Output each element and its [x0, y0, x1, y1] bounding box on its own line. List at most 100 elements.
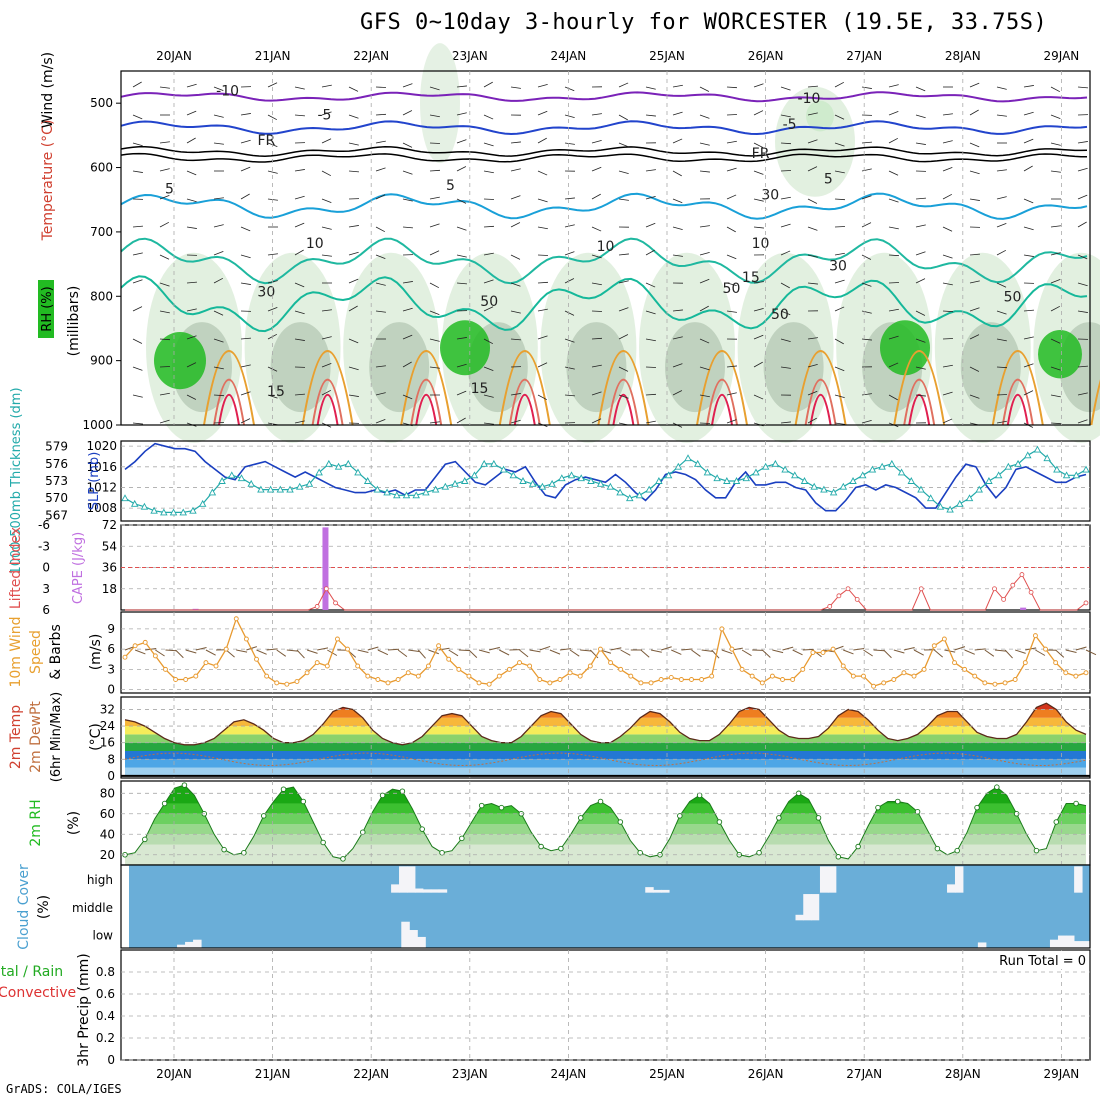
- surface-wind-barb: [802, 648, 814, 651]
- isotherm-label: 5: [446, 178, 455, 194]
- surface-wind-barb: [155, 649, 165, 657]
- wind-barb: [1023, 111, 1034, 116]
- cloud-high-bar: [391, 884, 400, 893]
- upper-frame: [120, 70, 1091, 426]
- wind-barb: [159, 168, 170, 172]
- wind-speed-point: [183, 677, 189, 682]
- wind-barb: [267, 170, 278, 174]
- thickness-point: [994, 471, 1003, 479]
- wind-speed-point: [992, 681, 998, 687]
- wind-barb: [753, 334, 764, 340]
- date-label-top: 28JAN: [945, 49, 981, 63]
- wind-speed-point: [658, 677, 664, 682]
- wind-barb: [564, 197, 575, 200]
- wind-barb: [429, 366, 440, 369]
- wind-barb: [969, 198, 980, 201]
- wind-barb: [429, 282, 440, 289]
- wind-barb: [456, 337, 467, 340]
- wind-barb: [1050, 114, 1061, 119]
- wind-barb: [321, 226, 332, 230]
- rh-point: [815, 815, 822, 821]
- thickness-point: [402, 491, 411, 499]
- precip-legend-convective: Convective: [0, 985, 76, 1001]
- thickness-point: [771, 459, 780, 467]
- wind-barb: [591, 166, 602, 172]
- surface-wind-barb: [478, 649, 490, 654]
- wind-barb: [888, 226, 899, 230]
- wind-barb: [402, 170, 413, 175]
- li-point: [1083, 600, 1089, 606]
- thickness-point: [558, 474, 566, 482]
- wind-barb: [1077, 282, 1088, 287]
- li-axis-label: Lifted Index: [8, 527, 24, 609]
- rh-shade-mid: [665, 322, 725, 413]
- wind-barb: [402, 307, 413, 312]
- rh-point: [577, 815, 584, 821]
- wind-speed-point: [577, 673, 583, 679]
- rh-point: [855, 843, 861, 850]
- rh-point: [1073, 800, 1079, 807]
- wind-barb: [915, 278, 926, 284]
- wind-barb: [483, 366, 494, 371]
- li-point: [992, 586, 997, 592]
- wind-barb: [267, 253, 278, 256]
- wind-barb: [132, 81, 142, 88]
- wind-speed-point: [769, 673, 775, 679]
- wind-barb: [1077, 86, 1088, 89]
- thickness-point: [761, 462, 770, 470]
- isotherm-15: [120, 275, 1088, 333]
- wind-tick: 6: [107, 642, 115, 656]
- wind-speed-point: [982, 680, 988, 686]
- thickness-point: [693, 459, 702, 467]
- wind-barb: [240, 282, 251, 285]
- wind-barb: [780, 366, 791, 369]
- thickness-tick: 570: [45, 491, 68, 505]
- wind-speed-point: [739, 666, 745, 672]
- surface-wind-barb: [225, 649, 235, 658]
- thickness-point: [577, 474, 585, 482]
- wind-barb: [969, 334, 980, 340]
- thickness-point: [781, 465, 789, 473]
- wind-barb: [1077, 365, 1088, 368]
- wind10m-axis-label-b: Speed: [28, 630, 44, 674]
- surface-wind-barb: [529, 649, 541, 653]
- wind-barb: [483, 170, 494, 174]
- wind-barb: [942, 254, 953, 259]
- wind-barb: [294, 393, 305, 396]
- thickness-point: [519, 477, 527, 484]
- wind-barb: [213, 197, 224, 200]
- wind-barb: [429, 169, 441, 172]
- surface-wind-barb: [792, 649, 803, 656]
- cape-tick: 72: [102, 518, 117, 532]
- wind-barb: [1023, 198, 1034, 204]
- wind-speed-point: [921, 666, 927, 672]
- rh-point: [538, 843, 544, 850]
- wind-tick: 3: [107, 662, 115, 676]
- surface-wind-barb: [134, 649, 146, 655]
- slp-line: [124, 442, 1087, 512]
- rh-point: [360, 829, 366, 835]
- thickness-point: [130, 499, 139, 507]
- wind-barb: [375, 254, 386, 259]
- wind-barb: [834, 338, 844, 345]
- thickness-point: [907, 477, 916, 484]
- thickness-point: [800, 477, 809, 484]
- precip-frame: [120, 949, 1091, 1061]
- wind-barb: [1077, 141, 1088, 144]
- cloud-high-bar: [827, 866, 837, 893]
- isotherm-freezing: [120, 145, 1088, 157]
- surface-wind-barb: [195, 647, 207, 651]
- wind-barb: [267, 394, 278, 399]
- temp-axis-label-c-group: (6hr Min/Max): [49, 692, 64, 782]
- cloud-low-bar: [1049, 939, 1059, 948]
- temp-tick: 8: [107, 752, 115, 766]
- wind-barb: [159, 338, 171, 341]
- surface-wind-barb: [964, 649, 975, 655]
- wind-barb: [402, 334, 413, 340]
- wind-barb: [456, 112, 467, 116]
- wind-speed-point: [1083, 670, 1089, 676]
- upper-y-unit-label-group: (millibars): [66, 286, 82, 357]
- wind-speed-point: [122, 654, 128, 660]
- wind-barb: [591, 193, 601, 200]
